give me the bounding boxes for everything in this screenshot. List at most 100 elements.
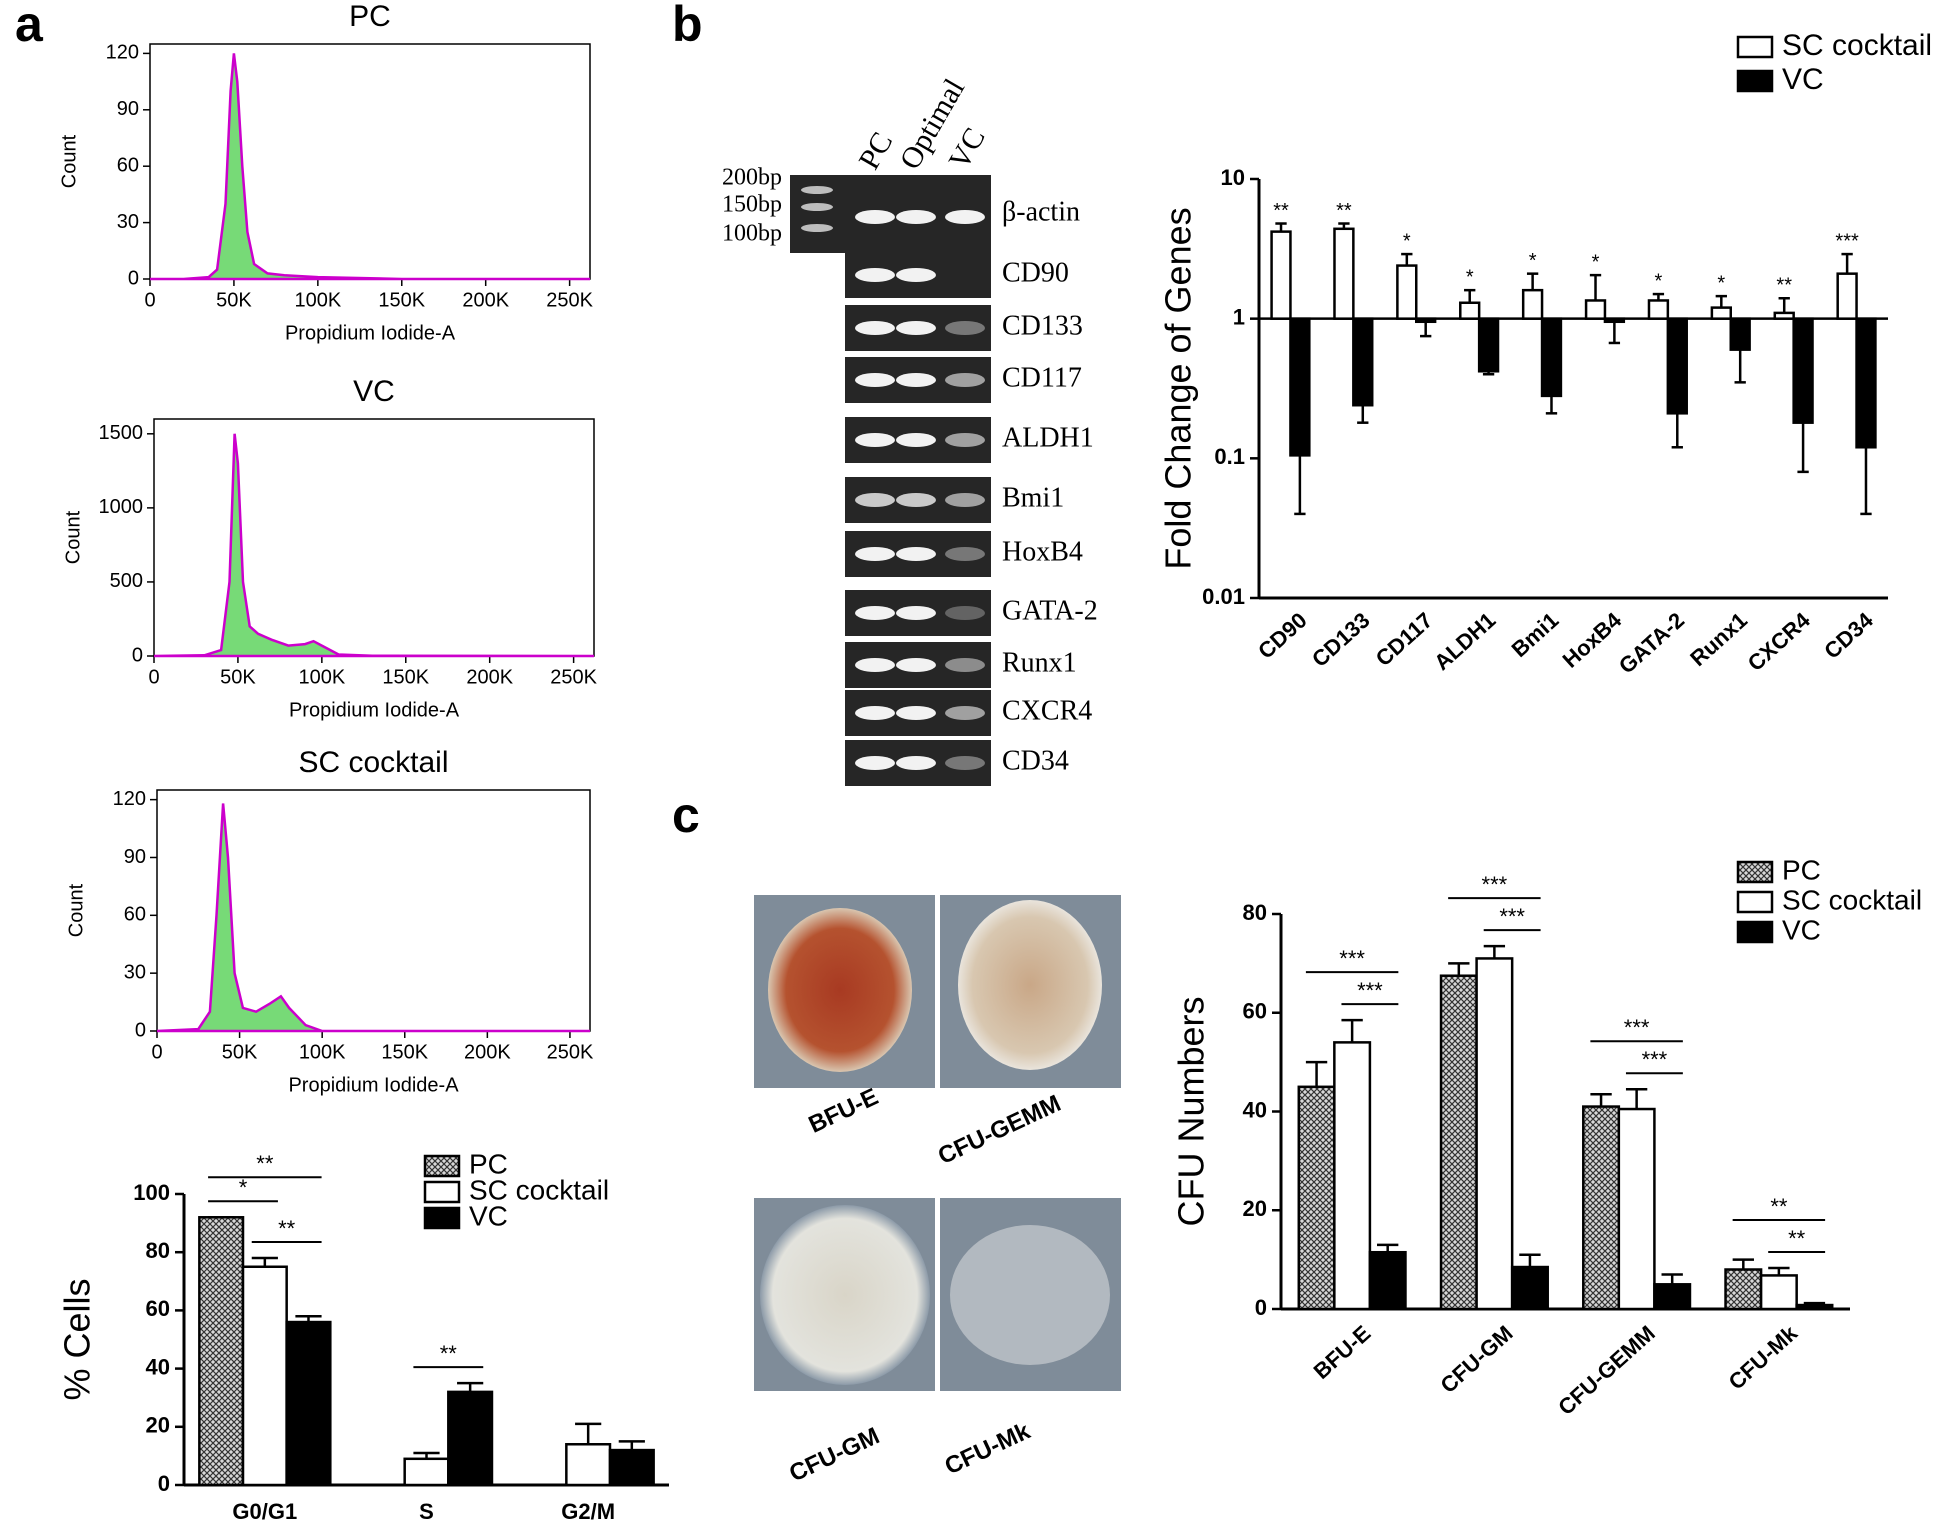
gel-band <box>945 706 985 720</box>
y-tick-label: 500 <box>110 570 143 592</box>
ladder-band <box>801 224 833 232</box>
error-bar <box>1778 297 1790 313</box>
y-tick-label: 0.1 <box>1214 444 1245 469</box>
x-tick-label: CFU-GM <box>1435 1320 1517 1397</box>
y-tick-label: 20 <box>1243 1196 1267 1221</box>
x-tick-label: CFU-Mk <box>1724 1320 1803 1395</box>
gel-band <box>855 493 895 507</box>
x-tick-label: 200K <box>466 666 513 688</box>
error-bar <box>1341 1018 1363 1043</box>
y-tick-label: 40 <box>1243 1097 1267 1122</box>
y-tick-label: 90 <box>124 846 146 868</box>
legend-swatch <box>1736 920 1774 944</box>
y-tick-label: 0 <box>158 1471 170 1496</box>
error-bar <box>1545 395 1558 415</box>
bar <box>1521 288 1544 320</box>
significance-label: *** <box>1835 230 1859 252</box>
x-tick-label: 100K <box>298 666 345 688</box>
gel-band <box>896 268 936 282</box>
gene-label: CD90 <box>1002 257 1069 288</box>
bar <box>1710 306 1733 320</box>
error-bar <box>1590 1092 1612 1107</box>
bar <box>1759 1274 1798 1311</box>
y-axis-label: % Cells <box>57 1278 98 1400</box>
gel-band <box>896 756 936 770</box>
photo-label: CFU-Mk <box>941 1417 1035 1480</box>
comparison-label: ** <box>1788 1226 1806 1251</box>
gel-band <box>896 658 936 672</box>
bar <box>1617 1107 1656 1311</box>
bar <box>1459 301 1481 320</box>
x-tick-label: 50K <box>216 289 252 311</box>
error-bar <box>1860 447 1872 516</box>
bar <box>1836 272 1858 320</box>
error-bar <box>1305 1060 1328 1087</box>
comparison-label: *** <box>1624 1015 1650 1040</box>
bar <box>1297 1085 1336 1311</box>
y-axis-label: Count <box>58 134 80 188</box>
significance-label: * <box>1592 251 1600 273</box>
x-tick-label: 250K <box>546 289 593 311</box>
x-tick-label: 200K <box>462 289 509 311</box>
bar <box>1352 317 1374 407</box>
x-tick-label: CFU-GEMM <box>1553 1320 1660 1420</box>
error-bar <box>1420 321 1432 338</box>
bar <box>1792 317 1814 424</box>
y-tick-label: 90 <box>117 98 139 120</box>
gel-band <box>945 547 985 561</box>
chart-title: PC <box>349 0 391 33</box>
error-bar <box>1294 455 1306 516</box>
x-tick-label: 100K <box>294 289 341 311</box>
bar <box>1540 317 1563 398</box>
comparison-label: *** <box>1482 872 1508 897</box>
x-tick-label: 0 <box>144 289 155 311</box>
comparison-label: *** <box>1642 1047 1668 1072</box>
gene-label: CD34 <box>1002 745 1069 776</box>
bar <box>241 1265 288 1487</box>
bar <box>285 1320 332 1487</box>
y-axis-label: Count <box>62 510 84 564</box>
error-bar <box>1401 252 1413 266</box>
bar <box>1368 1250 1407 1311</box>
x-tick-label: G2/M <box>561 1499 615 1524</box>
error-bar <box>1519 1253 1541 1268</box>
x-tick-label: Bmi1 <box>1507 607 1564 662</box>
y-axis-label: Count <box>65 883 87 937</box>
error-bar <box>1797 422 1809 474</box>
x-axis-label: Propidium Iodide-A <box>288 1074 459 1096</box>
legend-swatch <box>423 1180 461 1204</box>
x-tick-label: 200K <box>464 1041 511 1063</box>
x-tick-label: 0 <box>151 1041 162 1063</box>
x-tick-label: CD133 <box>1307 607 1375 671</box>
comparison-label: *** <box>1357 978 1383 1003</box>
legend-label: VC <box>1782 914 1821 945</box>
chart-title: SC cocktail <box>298 746 448 779</box>
chart-title: VC <box>353 375 395 408</box>
x-axis-label: Propidium Iodide-A <box>289 699 460 721</box>
x-tick-label: S <box>419 1499 434 1524</box>
y-tick-label: 1 <box>1233 304 1245 329</box>
photo-label: CFU-GEMM <box>934 1090 1065 1170</box>
gel-band <box>855 756 895 770</box>
comparison-label: ** <box>256 1151 274 1176</box>
bar <box>1439 974 1478 1311</box>
histogram-area <box>150 53 590 281</box>
lane-label: VC <box>942 122 991 175</box>
legend-label: PC <box>469 1148 508 1179</box>
legend-label: VC <box>469 1200 508 1231</box>
x-tick-label: 150K <box>378 289 425 311</box>
histogram-area <box>156 803 590 1033</box>
significance-label: * <box>1717 272 1725 294</box>
gene-label: CD133 <box>1002 310 1083 341</box>
gene-label: CD117 <box>1002 362 1082 393</box>
legend-label: SC cocktail <box>469 1174 609 1205</box>
error-bar <box>1608 321 1621 345</box>
plot-frame <box>153 418 595 657</box>
comparison-label: *** <box>1339 946 1365 971</box>
error-bar <box>1377 1243 1399 1253</box>
bar <box>1333 1041 1372 1311</box>
comparison-label: ** <box>1770 1194 1788 1219</box>
error-bar <box>1732 1258 1754 1270</box>
y-tick-label: 80 <box>146 1238 170 1263</box>
error-bar <box>1483 944 1506 959</box>
